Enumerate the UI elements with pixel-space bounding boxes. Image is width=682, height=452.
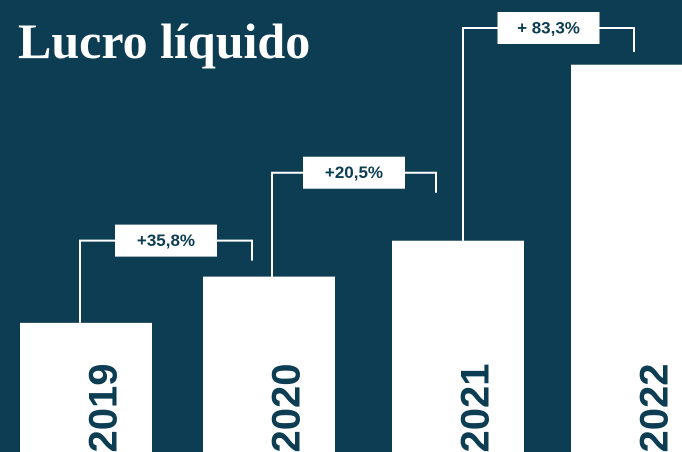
bar [203, 276, 335, 452]
bar [20, 322, 152, 452]
annotation: +35,8% [137, 231, 195, 250]
bar [392, 240, 524, 452]
x-tick-label: 2019 [82, 364, 126, 452]
annotation-box [115, 224, 217, 257]
annotation-box [303, 156, 405, 189]
annotation: +20,5% [325, 163, 383, 182]
chart-title: Lucro líquido [18, 13, 310, 69]
x-tick-label: 2021 [454, 364, 498, 452]
annotation-box [497, 12, 600, 44]
x-tick-label: 2020 [265, 364, 309, 452]
x-tick-label: 2022 [633, 364, 677, 452]
annotation: + 83,3% [517, 18, 580, 37]
bar [571, 64, 682, 452]
